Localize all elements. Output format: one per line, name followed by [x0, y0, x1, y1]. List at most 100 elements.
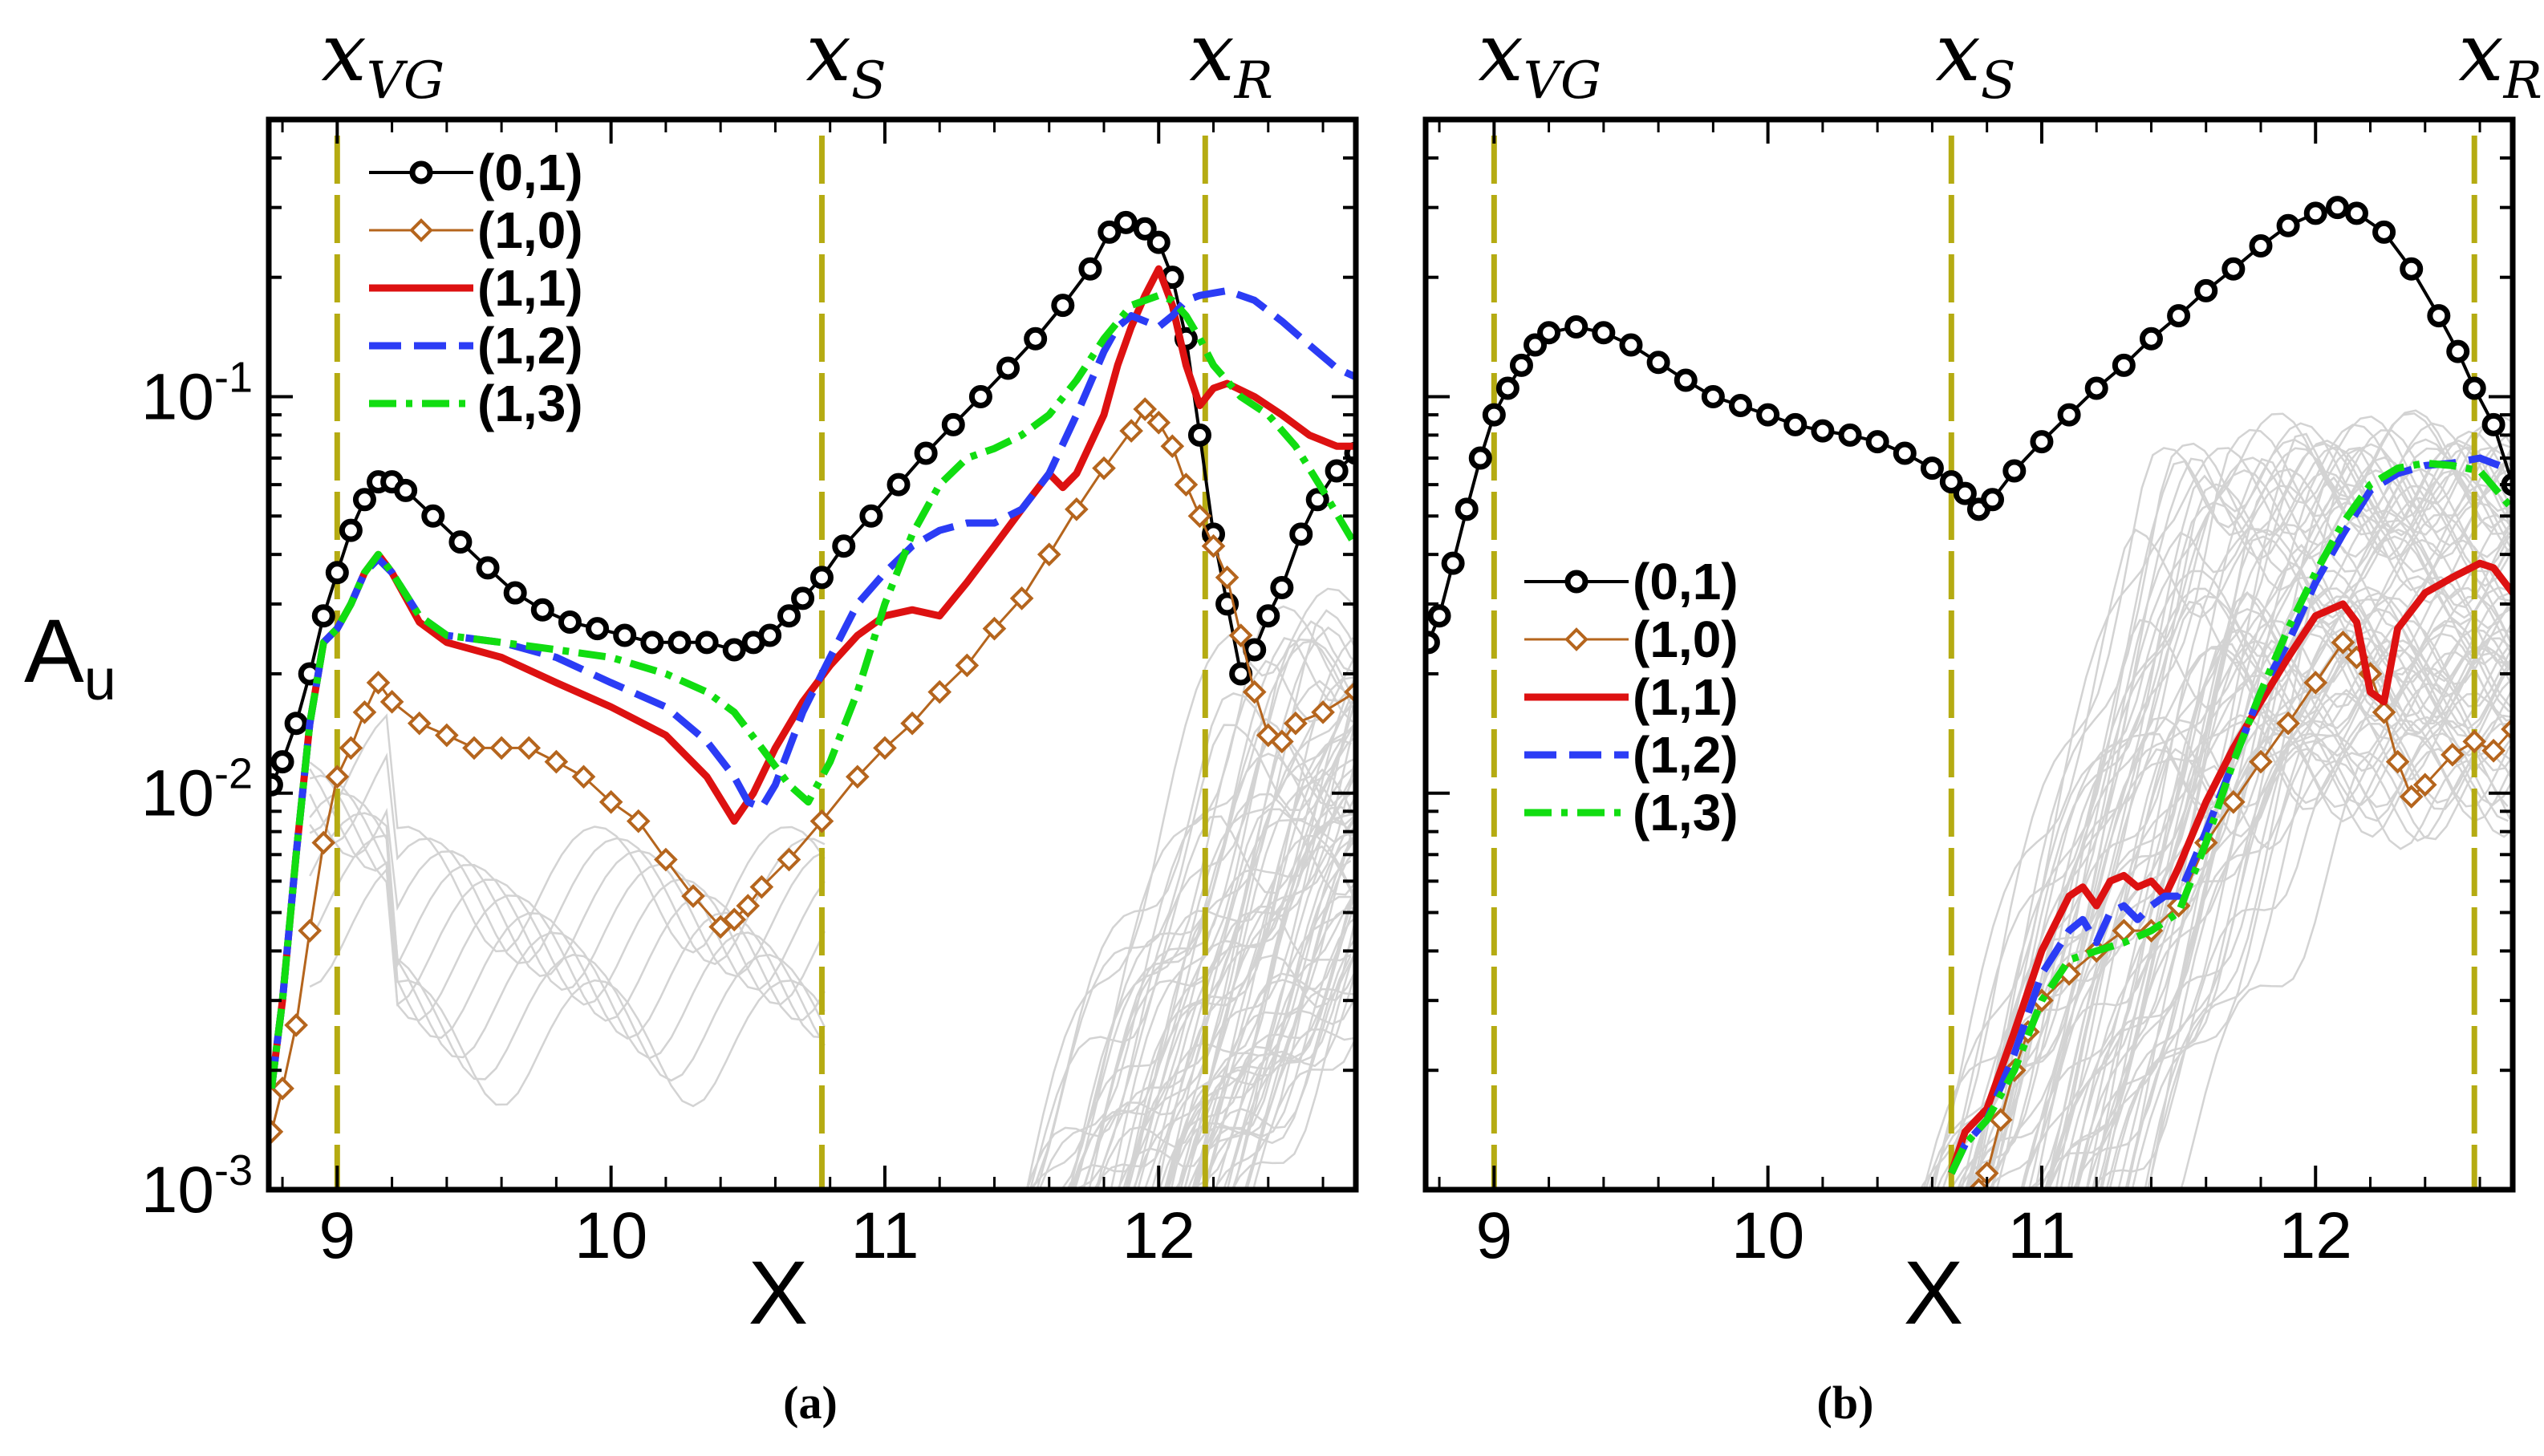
circle-marker: [586, 617, 610, 641]
circle-marker: [1051, 294, 1075, 318]
background-mode-curve: [1231, 947, 1356, 1190]
diamond-marker: [489, 736, 513, 760]
background-mode-curve: [1214, 966, 1356, 1190]
background-mode-curve: [1081, 808, 1356, 1190]
circle-marker: [758, 623, 782, 647]
background-mode-curve: [1026, 834, 1356, 1190]
diamond-marker: [2412, 773, 2437, 797]
y-tick-label-exponent: -2: [214, 750, 253, 798]
background-mode-curve: [1156, 637, 1354, 1190]
circle-marker: [2372, 220, 2396, 244]
panel-b: 9 10 11 12 xVG xS xR X (0,1)(1,0)(1,1)(1,2)(1…: [1422, 6, 2542, 1429]
background-mode-curve: [1069, 676, 1353, 1190]
series-line: [1948, 559, 2513, 1174]
circle-marker: [1495, 376, 1520, 400]
panel-a: 9 10 11 12 10-110-210-3 xVG xS xR X Au (0,1)(…: [24, 6, 1359, 1429]
background-mode-curve: [2179, 752, 2513, 1190]
background-mode-curve: [1132, 705, 1355, 1190]
legend-label: (1,3): [477, 375, 583, 432]
background-mode-curve: [309, 752, 826, 966]
background-mode-curve: [1029, 806, 1353, 1190]
diamond-marker: [1065, 497, 1089, 521]
series-mode-1-1: [1948, 559, 2513, 1174]
diamond-marker: [1187, 504, 1212, 529]
circle-marker: [2167, 304, 2191, 328]
background-mode-curve: [2124, 468, 2510, 1190]
vline-label-sub: S: [1981, 51, 2016, 111]
background-mode-curve: [1176, 813, 1356, 1190]
legend-diamond-marker: [409, 218, 433, 242]
circle-marker: [1468, 446, 1492, 470]
background-mode-curve: [1966, 639, 2509, 1190]
circle-marker: [284, 712, 308, 736]
background-mode-curve: [2092, 409, 2513, 1190]
vline-label-sub: R: [1234, 51, 1273, 111]
series-line: [269, 291, 1356, 1089]
background-mode-curve: [2020, 468, 2510, 1190]
background-mode-curve: [2074, 424, 2513, 1190]
circle-marker: [1865, 430, 1889, 454]
vlines-a: [334, 136, 1208, 1190]
vline-labels-b: xVG xS xR: [1478, 6, 2542, 111]
x-tick-labels-b: 9 10 11 12: [1476, 1199, 2352, 1272]
diamond-marker: [809, 809, 834, 833]
series-a: [269, 210, 1356, 1144]
x-axis-label-b: X: [1904, 1243, 1964, 1343]
background-mode-curve: [1195, 752, 1356, 1190]
circle-marker: [887, 472, 911, 497]
diamond-marker: [2331, 630, 2355, 655]
legend-label: (1,1): [1633, 668, 1739, 726]
legend-label: (1,0): [1633, 610, 1739, 668]
diamond-marker: [1119, 419, 1143, 443]
background-mode-curve: [1244, 988, 1356, 1190]
background-mode-curve: [1252, 1040, 1356, 1190]
diamond-marker: [2399, 785, 2424, 809]
circle-marker: [558, 610, 582, 635]
y-tick-label-exponent: -1: [214, 353, 253, 401]
legend-label: (1,1): [477, 259, 583, 317]
vline-label-main: x: [2458, 6, 2503, 99]
diamond-marker: [298, 919, 323, 943]
caption-b: (b): [1817, 1377, 1874, 1429]
legend-diamond-marker: [1564, 627, 1588, 651]
vline-labels-a: xVG xS xR: [321, 6, 1273, 111]
vline-label-sub: VG: [1524, 51, 1601, 111]
background-mode-curve: [2117, 683, 2513, 1190]
circle-marker: [1098, 220, 1122, 244]
background-mode-curve: [2092, 752, 2513, 1190]
background-mode-curve: [1973, 456, 2513, 1190]
background-mode-curve: [1126, 609, 1356, 1190]
background-mode-curve: [1150, 721, 1356, 1190]
circle-marker: [640, 631, 664, 655]
background-mode-curve: [309, 793, 826, 978]
diamond-marker: [1242, 679, 1267, 704]
caption-a: (a): [783, 1377, 838, 1429]
vline-label-main: x: [1935, 6, 1980, 99]
background-mode-curve: [1231, 953, 1352, 1190]
y-tick-label: 10-3: [141, 1146, 253, 1227]
circle-marker: [809, 566, 834, 590]
series-line: [270, 408, 1356, 1133]
diamond-marker: [2372, 700, 2396, 724]
circle-marker: [695, 631, 719, 655]
circle-marker: [2057, 403, 2081, 427]
diamond-marker: [2385, 749, 2410, 774]
diamond-marker: [1284, 711, 1308, 736]
diamond-marker: [722, 907, 747, 932]
circle-marker: [2344, 201, 2368, 225]
background-mode-curve: [2059, 651, 2513, 1190]
background-mode-curve: [1183, 700, 1353, 1190]
diamond-marker: [1133, 397, 1158, 421]
diamond-marker: [1311, 700, 1335, 724]
vline-label-s: xS: [1935, 6, 2015, 111]
background-mode-curve: [1966, 468, 2513, 1190]
legend-item-mode-1-1: (1,1): [1524, 668, 1739, 726]
series-mode-1-3: [269, 291, 1356, 1089]
vline-label-r: xR: [1189, 6, 1273, 111]
diamond-marker: [955, 653, 980, 678]
circle-marker: [1592, 321, 1616, 345]
y-tick-label-base: 10: [141, 757, 214, 830]
legend-item-mode-1-0: (1,0): [369, 201, 583, 259]
circle-marker: [1270, 575, 1294, 599]
circle-marker: [1427, 604, 1451, 628]
